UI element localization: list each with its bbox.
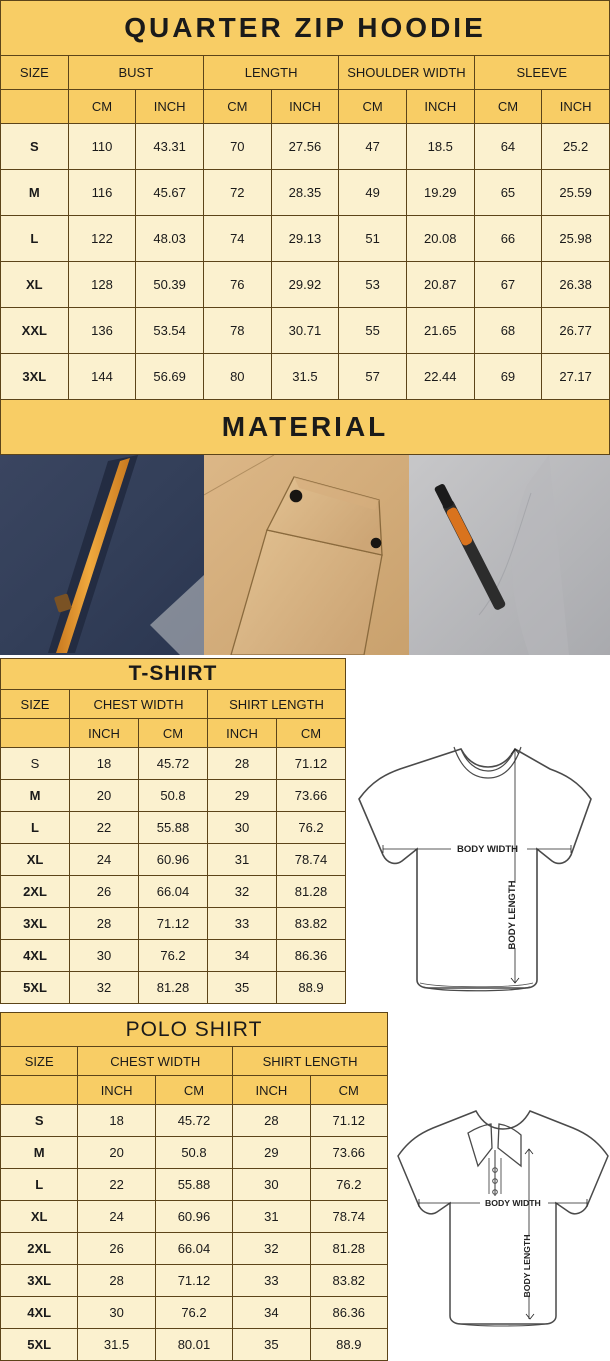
- svg-text:BODY LENGTH: BODY LENGTH: [507, 880, 518, 949]
- svg-text:BODY LENGTH: BODY LENGTH: [522, 1234, 532, 1297]
- svg-text:BODY WIDTH: BODY WIDTH: [457, 844, 518, 855]
- svg-text:BODY WIDTH: BODY WIDTH: [485, 1198, 541, 1208]
